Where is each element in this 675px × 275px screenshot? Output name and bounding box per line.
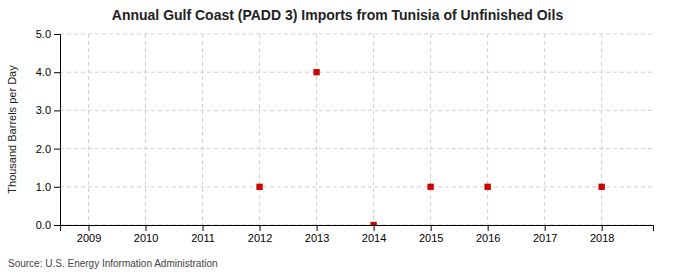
y-axis-line [54,35,61,226]
y-tick-label: 4.0 [36,66,51,78]
x-grid-line [88,34,89,225]
point [599,184,605,190]
y-tick-mark [54,72,60,73]
x-tick: 2009 [77,225,101,244]
y-grid-line [60,34,653,35]
x-tick-label: 2011 [191,232,215,244]
x-grid-line [544,34,545,225]
y-tick: 4.0 [36,66,60,78]
x-tick-label: 2013 [305,232,329,244]
x-tick: 2016 [476,225,500,244]
y-tick: 2.0 [36,143,60,155]
x-tick-label: 2014 [362,232,386,244]
y-tick: 1.0 [36,181,60,193]
x-tick-mark [260,225,261,231]
x-tick: 2017 [533,225,557,244]
points [256,69,604,225]
point [256,184,262,190]
y-tick: 3.0 [36,104,60,116]
y-tick-mark [54,187,60,188]
y-tick-mark [54,149,60,150]
x-tick-mark [488,225,489,231]
x-grid-line [316,34,317,225]
y-tick: 0.0 [36,219,60,231]
x-axis: 2009 2010 2011 2012 2013 2014 2015 2016 2017 2018 [61,225,654,244]
y-grid-line [60,186,653,187]
x-tick-label: 2012 [248,232,272,244]
x-tick-mark [89,225,90,231]
point [370,222,376,225]
x-grid-line [373,34,374,225]
point [313,69,319,75]
y-axis: 0.0 1.0 2.0 3.0 4.0 5.0 [36,28,61,231]
x-tick-label: 2016 [476,232,500,244]
x-tick: 2010 [134,225,158,244]
y-tick-mark [54,225,60,226]
x-tick-mark [431,225,432,231]
y-tick-mark [54,110,60,111]
x-tick-mark [203,225,204,231]
y-tick-label: 3.0 [36,104,51,116]
y-grid-line [60,110,653,111]
x-tick-label: 2015 [419,232,443,244]
x-grid-line [487,34,488,225]
x-tick: 2014 [362,225,386,244]
x-tick-label: 2010 [134,232,158,244]
y-tick-mark [54,34,60,35]
x-tick-mark [146,225,147,231]
x-axis-line [61,226,654,232]
x-tick: 2011 [191,225,215,244]
plot-area: 2009 2010 2011 2012 2013 2014 2015 2016 2017 2018… [36,28,654,244]
y-grid-line [60,148,653,149]
x-tick-mark [545,225,546,231]
y-tick: 5.0 [36,28,60,40]
x-grid-line [145,34,146,225]
x-tick-mark [317,225,318,231]
y-tick-label: 1.0 [36,181,51,193]
x-grid-line [601,34,602,225]
y-tick-label: 5.0 [36,28,51,40]
x-grid-line [259,34,260,225]
x-tick-label: 2017 [533,232,557,244]
x-tick: 2013 [305,225,329,244]
x-grid-line [430,34,431,225]
point [484,184,490,190]
y-grid-line [60,72,653,73]
y-tick-label: 2.0 [36,143,51,155]
x-tick-label: 2018 [590,232,614,244]
y-axis-title: Thousand Barrels per Day [6,65,18,194]
x-tick-mark [374,225,375,231]
grid [60,34,653,225]
title: Annual Gulf Coast (PADD 3) Imports from … [112,7,564,23]
x-tick: 2018 [590,225,614,244]
y-tick-label: 0.0 [36,219,51,231]
x-grid-line [202,34,203,225]
x-tick: 2015 [419,225,443,244]
x-tick-mark [602,225,603,231]
point [427,184,433,190]
source: Source: U.S. Energy Information Administ… [8,258,218,269]
x-tick-label: 2009 [77,232,101,244]
x-tick: 2012 [248,225,272,244]
chart: 2009 2010 2011 2012 2013 2014 2015 2016 2017 2018… [0,0,675,275]
